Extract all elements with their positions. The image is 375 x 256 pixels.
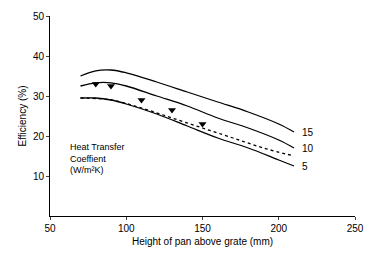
svg-text:5: 5: [302, 161, 308, 172]
svg-text:50: 50: [33, 11, 45, 22]
svg-text:Height of pan above grate (mm): Height of pan above grate (mm): [132, 236, 273, 247]
svg-text:15: 15: [302, 127, 314, 138]
svg-text:10: 10: [33, 171, 45, 182]
svg-text:50: 50: [44, 223, 56, 234]
svg-text:40: 40: [33, 51, 45, 62]
svg-text:200: 200: [270, 223, 287, 234]
svg-text:150: 150: [194, 223, 211, 234]
svg-text:250: 250: [347, 223, 364, 234]
svg-text:Efficiency (%): Efficiency (%): [17, 86, 28, 147]
svg-text:Heat TransferCoeffient(W/m²K): Heat TransferCoeffient(W/m²K): [70, 142, 125, 175]
svg-text:20: 20: [33, 131, 45, 142]
svg-text:10: 10: [302, 143, 314, 154]
svg-text:30: 30: [33, 91, 45, 102]
svg-text:100: 100: [118, 223, 135, 234]
